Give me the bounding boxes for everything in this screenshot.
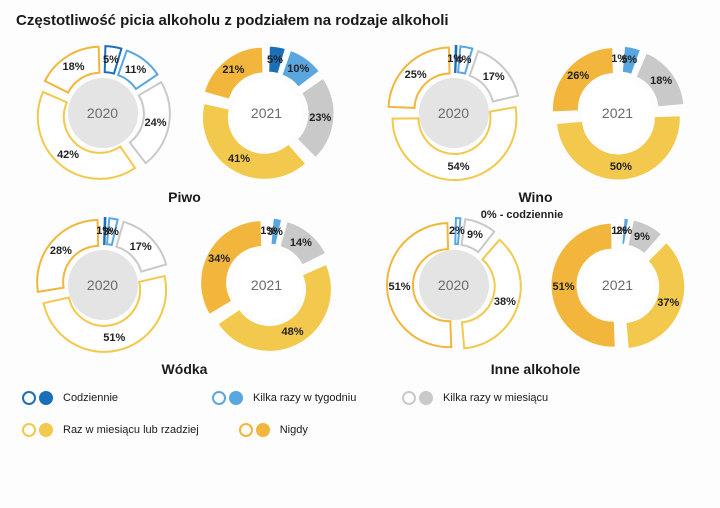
- donut-chart: 1%4%17%54%25%2020: [384, 43, 524, 183]
- chart-grid: 5%11%24%42%18%20205%10%23%41%21%2021 Piwo…: [16, 43, 704, 377]
- legend: Codziennie Kilka razy w tygodniu Kilka raz…: [16, 391, 704, 437]
- legend-swatch-outline: [22, 391, 36, 405]
- legend-item-weekly: Kilka razy w tygodniu: [212, 391, 362, 405]
- donut-slice-daily: [619, 46, 620, 72]
- chart-cell: 1%4%17%54%25%20201%5%18%50%26%2021 Wino: [367, 43, 704, 205]
- donut-slice-weekly: [118, 51, 157, 89]
- donut-slice-weekly: [281, 51, 318, 88]
- donut-chart: 2%9%38%51%2020: [384, 215, 524, 355]
- donut-slice-weekly: [621, 218, 628, 244]
- legend-item-rarely: Raz w miesiącu lub rzadziej: [22, 423, 199, 437]
- donut-slice-daily: [619, 218, 620, 244]
- chart-cell: 0% - codziennie2%9%38%51%20201%2%9%37%51…: [367, 215, 704, 377]
- legend-swatch-fill: [229, 391, 243, 405]
- alcohol-name: Inne alkohole: [367, 361, 704, 377]
- legend-swatch-outline: [22, 423, 36, 437]
- donut-slice-daily: [104, 218, 105, 244]
- legend-swatch-outline: [212, 391, 226, 405]
- legend-item-monthly: Kilka razy w miesiącu: [402, 391, 552, 405]
- legend-swatch-fill: [39, 391, 53, 405]
- legend-item-never: Nigdy: [239, 423, 389, 437]
- alcohol-name: Wino: [367, 189, 704, 205]
- chart-cell: 5%11%24%42%18%20205%10%23%41%21%2021 Piwo: [16, 43, 353, 205]
- donut-slice-monthly: [297, 78, 334, 157]
- donut-slice-weekly: [622, 46, 640, 74]
- donut-slice-weekly: [270, 218, 281, 245]
- legend-label: Kilka razy w tygodniu: [253, 392, 356, 404]
- legend-swatch-outline: [239, 423, 253, 437]
- donut-slice-weekly: [106, 218, 117, 245]
- donut-chart: 5%11%24%42%18%2020: [33, 43, 173, 183]
- donut-chart: 1%3%17%51%28%2020: [33, 215, 173, 355]
- legend-label: Nigdy: [280, 424, 308, 436]
- chart-cell: 1%3%17%51%28%20201%3%14%48%34%2021 Wódka: [16, 215, 353, 377]
- legend-swatch-fill: [39, 423, 53, 437]
- legend-label: Raz w miesiącu lub rzadziej: [63, 424, 199, 436]
- legend-item-daily: Codziennie: [22, 391, 172, 405]
- donut-slice-daily: [455, 46, 456, 72]
- donut-chart: 1%5%18%50%26%2021: [548, 43, 688, 183]
- donut-slice-daily: [268, 218, 269, 244]
- donut-slice-monthly: [461, 219, 494, 252]
- donut-slice-weekly: [458, 46, 472, 73]
- legend-swatch-fill: [419, 391, 433, 405]
- legend-label: Kilka razy w miesiącu: [443, 392, 548, 404]
- legend-swatch-outline: [402, 391, 416, 405]
- legend-label: Codziennie: [63, 392, 118, 404]
- page-title: Częstotliwość picia alkoholu z podziałem…: [16, 12, 704, 29]
- donut-slice-monthly: [627, 220, 661, 254]
- donut-chart: 1%2%9%37%51%2021: [548, 215, 688, 355]
- donut-slice-weekly: [455, 218, 460, 244]
- donut-slice-daily: [268, 46, 285, 73]
- alcohol-name: Piwo: [16, 189, 353, 205]
- alcohol-name: Wódka: [16, 361, 353, 377]
- donut-slice-daily: [104, 46, 121, 73]
- legend-swatch-fill: [256, 423, 270, 437]
- donut-chart: 5%10%23%41%21%2021: [197, 43, 337, 183]
- donut-chart: 1%3%14%48%34%2021: [197, 215, 337, 355]
